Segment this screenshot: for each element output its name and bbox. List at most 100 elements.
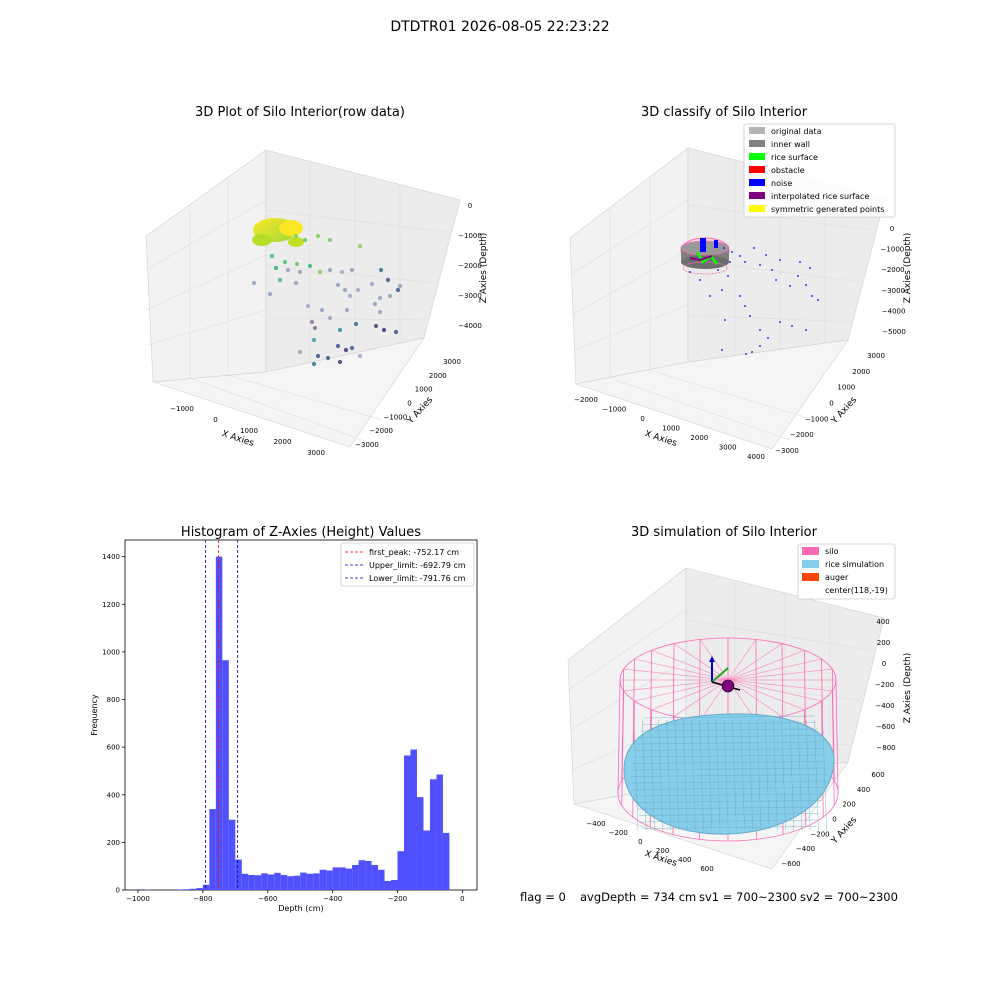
histogram-bar bbox=[202, 884, 210, 890]
x-tick-label: −200 bbox=[609, 829, 628, 837]
legend-swatch bbox=[749, 127, 765, 134]
histogram-bar bbox=[267, 874, 275, 890]
noise-point bbox=[744, 305, 746, 307]
y-tick-label: 0 bbox=[407, 400, 411, 408]
pane-back bbox=[265, 149, 461, 373]
histogram-bars bbox=[137, 556, 450, 890]
classified-silo-cluster bbox=[680, 237, 730, 275]
noise-point bbox=[805, 329, 807, 331]
y-tick-label: −200 bbox=[810, 830, 829, 838]
legend-label: center(118,-19) bbox=[825, 586, 888, 595]
z-tick-label: −3000 bbox=[881, 287, 905, 295]
y-tick-label: −3000 bbox=[775, 447, 799, 455]
y-tick-label: −1000 bbox=[383, 413, 407, 421]
legend-label: Upper_limit: -692.79 cm bbox=[369, 561, 466, 570]
x-tick-label: 0 bbox=[213, 416, 217, 424]
raw-point bbox=[293, 280, 299, 286]
noise-point bbox=[811, 295, 813, 297]
z-tick-label: −1000 bbox=[458, 232, 482, 240]
legend-label: first_peak: -752.17 cm bbox=[369, 548, 459, 557]
x-tick-label: −2000 bbox=[574, 396, 598, 404]
raw-point bbox=[372, 301, 378, 307]
histogram-bar bbox=[371, 865, 379, 890]
raw-point bbox=[327, 315, 333, 321]
legend: silo rice simulation auger center(118,-19) bbox=[797, 543, 896, 600]
raw-point bbox=[339, 269, 345, 275]
auger-marker bbox=[709, 656, 741, 693]
y-tick-label: 2000 bbox=[429, 372, 447, 380]
raw-point bbox=[311, 337, 317, 343]
raw-point bbox=[311, 361, 317, 367]
raw-point bbox=[353, 321, 359, 327]
noise-point bbox=[724, 319, 726, 321]
rice-surface bbox=[623, 713, 835, 835]
histogram-bar bbox=[384, 880, 392, 890]
noise-point bbox=[765, 254, 767, 256]
histogram-bar bbox=[261, 873, 268, 890]
y-tick-label: −1000 bbox=[805, 415, 829, 423]
z-tick-labels: 0 −1000 −2000 −3000 −4000 bbox=[458, 202, 482, 330]
legend-label: Lower_limit: -791.76 cm bbox=[369, 574, 466, 583]
silo-wall-line bbox=[617, 679, 621, 794]
raw-point bbox=[343, 347, 349, 353]
pane-left bbox=[569, 147, 689, 385]
raw-point bbox=[282, 259, 288, 265]
z-tick-label: 400 bbox=[876, 618, 889, 626]
raw-point bbox=[393, 329, 399, 335]
z-tick-label: −2000 bbox=[458, 262, 482, 270]
y-tick-label: 0 bbox=[829, 400, 833, 408]
silo-roof-spoke bbox=[727, 643, 783, 681]
x-tick-labels: −2000 −1000 0 1000 2000 3000 4000 bbox=[574, 396, 765, 461]
z-tick-label: 200 bbox=[877, 639, 890, 647]
noise-point bbox=[739, 295, 741, 297]
noise-point bbox=[723, 247, 725, 249]
y-tick-label: 3000 bbox=[443, 358, 461, 366]
x-tick-label: 4000 bbox=[747, 453, 765, 461]
z-tick-label: −400 bbox=[875, 702, 894, 710]
legend-swatch bbox=[749, 192, 765, 199]
y-tick-label: 1200 bbox=[102, 601, 120, 609]
histogram-bar bbox=[189, 888, 197, 890]
raw-point bbox=[377, 309, 383, 315]
panel-title: 3D simulation of Silo Interior bbox=[631, 525, 818, 540]
silo-roof-spoke bbox=[727, 658, 822, 681]
silo-roof-spoke bbox=[727, 679, 833, 692]
y-tick-label: 1000 bbox=[837, 384, 855, 392]
raw-point bbox=[355, 287, 361, 293]
x-tick-label: 400 bbox=[678, 856, 691, 864]
z-tick-label: −1000 bbox=[881, 246, 905, 254]
histogram-bar bbox=[404, 755, 411, 890]
noise-point bbox=[809, 267, 811, 269]
histogram-bar bbox=[222, 660, 229, 890]
silo-roof-spoke bbox=[634, 679, 729, 702]
legend-swatch bbox=[802, 573, 819, 581]
z-tick-label: −800 bbox=[876, 744, 895, 752]
raw-point bbox=[302, 237, 308, 243]
threshold-lines bbox=[205, 540, 239, 890]
x-ticks: −1000 −800 −600 −400 −200 0 bbox=[126, 890, 465, 903]
z-tick-label: 0 bbox=[890, 225, 894, 233]
y-tick-label: 1400 bbox=[102, 553, 120, 561]
silo-roof-spoke bbox=[623, 679, 729, 692]
raw-point bbox=[378, 267, 384, 273]
y-tick-label: 0 bbox=[832, 816, 836, 824]
noise-point bbox=[797, 275, 799, 277]
histogram-bar bbox=[365, 860, 372, 890]
x-tick-label: 200 bbox=[656, 847, 669, 855]
legend-label: obstacle bbox=[771, 166, 805, 175]
x-tick-label: −1000 bbox=[170, 405, 194, 413]
raw-point bbox=[335, 282, 341, 288]
noise-point bbox=[744, 261, 746, 263]
x-tick-label: 2000 bbox=[274, 438, 292, 446]
panel-raw-3d: 3D Plot of Silo Interior(row data) −1000… bbox=[145, 105, 489, 457]
histogram-bar bbox=[196, 888, 203, 890]
legend: original data inner wall rice surface obsta… bbox=[743, 123, 896, 218]
silo-wall-line bbox=[621, 669, 625, 781]
silo-roof-spoke bbox=[651, 649, 729, 681]
noise-point bbox=[727, 275, 729, 277]
legend-swatch bbox=[749, 140, 765, 147]
raw-point bbox=[397, 283, 403, 289]
raw-point bbox=[337, 327, 343, 333]
legend-label: original data bbox=[771, 127, 822, 136]
noise-point bbox=[699, 279, 701, 281]
